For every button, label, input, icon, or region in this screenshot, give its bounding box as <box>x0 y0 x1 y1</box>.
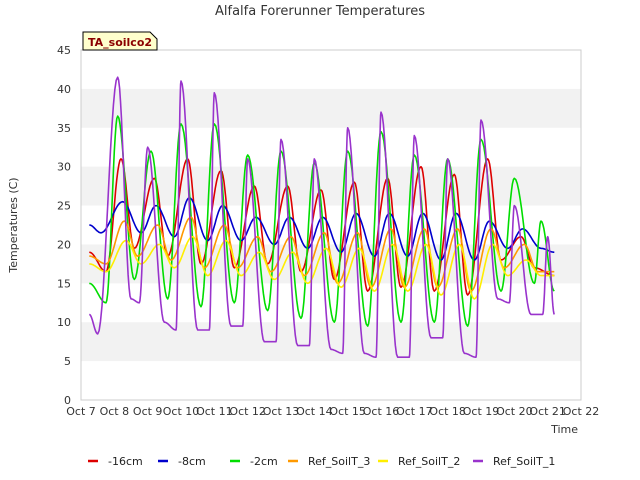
y-tick-label: 45 <box>57 44 71 57</box>
x-tick-label: Oct 10 <box>163 405 200 418</box>
x-tick-label: Oct 7 <box>66 405 96 418</box>
y-tick-label: 10 <box>57 316 71 329</box>
x-tick-label: Oct 9 <box>133 405 163 418</box>
x-tick-label: Oct 11 <box>196 405 233 418</box>
x-tick-label: Oct 14 <box>296 405 333 418</box>
x-tick-label: Oct 8 <box>100 405 130 418</box>
y-tick-label: 20 <box>57 238 71 251</box>
legend-label: Ref_SoilT_2 <box>398 455 460 468</box>
legend: -16cm -8cm -2cm Ref_SoilT_3 Ref_SoilT_2 Ref_S… <box>88 455 555 468</box>
series-line-Ref_SoilT_1 <box>88 76 556 358</box>
chart-title: Alfalfa Forerunner Temperatures <box>215 4 425 19</box>
series-lines <box>88 76 556 358</box>
x-tick-label: Oct 19 <box>463 405 500 418</box>
x-tick-label: Oct 16 <box>363 405 400 418</box>
y-tick-label: 25 <box>57 200 71 213</box>
grid-band <box>81 88 581 128</box>
annotation-text: TA_soilco2 <box>88 36 152 49</box>
y-tick-label: 30 <box>57 161 71 174</box>
legend-label: -2cm <box>250 455 278 468</box>
y-tick-label: 40 <box>57 83 71 96</box>
plot-frame <box>80 49 582 401</box>
y-axis: 0 5 10 15 20 25 30 35 40 45 <box>57 44 71 407</box>
grid-band <box>81 322 581 362</box>
x-tick-label: Oct 12 <box>229 405 266 418</box>
legend-label: -16cm <box>108 455 143 468</box>
x-tick-label: Oct 22 <box>563 405 600 418</box>
y-tick-label: 15 <box>57 277 71 290</box>
legend-label: Ref_SoilT_1 <box>493 455 555 468</box>
x-tick-label: Oct 21 <box>529 405 566 418</box>
y-tick-label: 5 <box>64 355 71 368</box>
series-line-Ref_SoilT_2 <box>89 235 555 300</box>
x-tick-label: Oct 13 <box>263 405 300 418</box>
x-tick-label: Oct 15 <box>329 405 366 418</box>
series-line--2cm <box>89 115 555 327</box>
x-tick-label: Oct 18 <box>429 405 466 418</box>
y-tick-label: 35 <box>57 122 71 135</box>
x-tick-label: Oct 17 <box>396 405 433 418</box>
x-tick-label: Oct 20 <box>496 405 533 418</box>
y-tick-label: 0 <box>64 394 71 407</box>
annotation-badge: TA_soilco2 <box>82 31 158 51</box>
x-axis-label: Time <box>550 423 578 436</box>
grid-band <box>81 166 581 206</box>
legend-label: -8cm <box>178 455 206 468</box>
legend-label: Ref_SoilT_3 <box>308 455 370 468</box>
y-axis-label: Temperatures (C) <box>7 177 20 273</box>
